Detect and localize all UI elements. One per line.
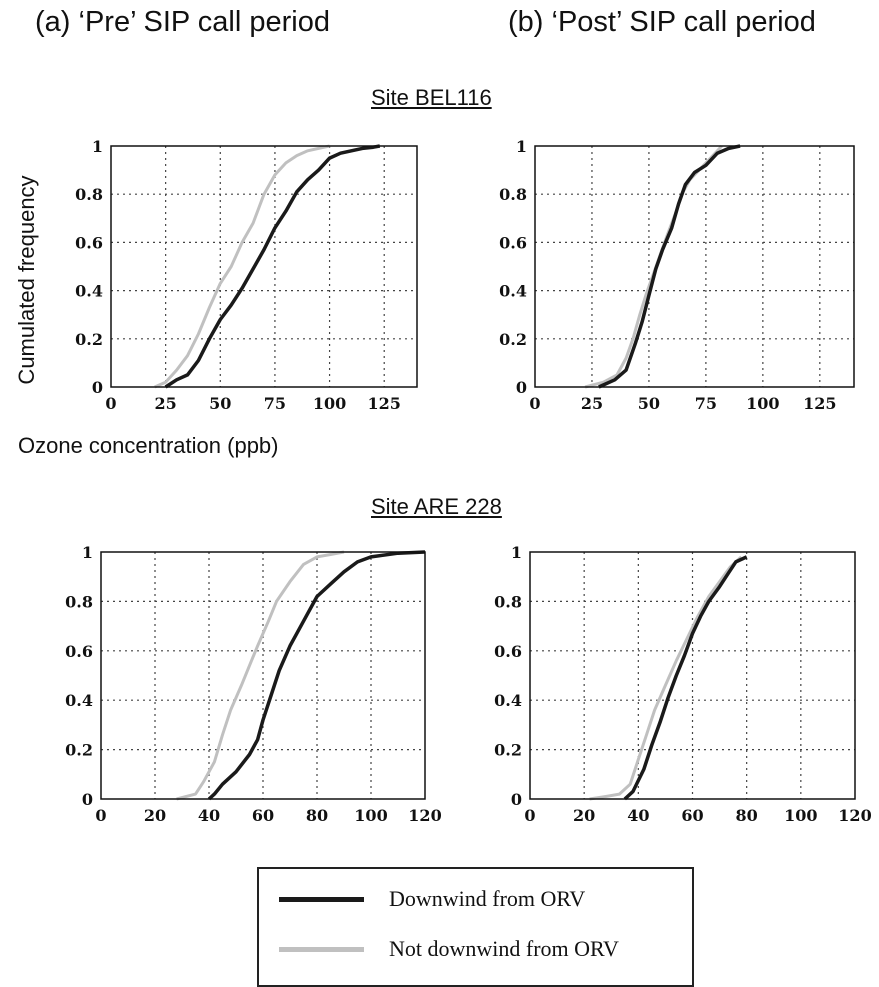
column-title-post: (b) ‘Post’ SIP call period: [508, 6, 816, 38]
site-title-bel116: Site BEL116: [371, 85, 492, 110]
series-line-not-downwind: [589, 555, 743, 801]
series-line-downwind: [207, 550, 426, 801]
legend-swatch-not-downwind: [279, 946, 364, 952]
y-tick-label: 0.6: [65, 642, 93, 661]
x-tick-label: 25: [581, 394, 603, 413]
column-title-pre: (a) ‘Pre’ SIP call period: [35, 6, 330, 38]
x-tick-label: 75: [695, 394, 717, 413]
y-tick-label: 1: [516, 137, 527, 156]
x-tick-label: 120: [408, 806, 441, 825]
y-tick-label: 1: [92, 137, 103, 156]
legend-item-not-downwind: Not downwind from ORV: [279, 934, 619, 964]
x-tick-label: 60: [252, 806, 274, 825]
x-tick-label: 125: [368, 394, 401, 413]
y-tick-label: 0.4: [75, 282, 103, 301]
chart-are228-pre: 0 20 40 60 80 100 120 0 0.2 0.4 0.6 0.8 1: [65, 543, 442, 825]
y-tick-label: 0.8: [75, 185, 103, 204]
x-tick-label: 75: [264, 394, 286, 413]
legend-swatch-downwind: [279, 896, 364, 902]
x-tick-label: 120: [838, 806, 871, 825]
x-tick-label: 100: [784, 806, 817, 825]
x-tick-label: 100: [354, 806, 387, 825]
y-tick-label: 0.2: [494, 741, 522, 760]
series-line-downwind: [164, 144, 381, 389]
x-tick-label: 20: [573, 806, 595, 825]
x-tick-label: 80: [736, 806, 758, 825]
chart-are228-post: 0 20 40 60 80 100 120 0 0.2 0.4 0.6 0.8 1: [494, 543, 872, 825]
legend-label-downwind: Downwind from ORV: [389, 886, 586, 911]
chart-bel116-post: 0 25 50 75 100 125 0 0.2 0.4 0.6 0.8 1: [499, 137, 855, 413]
y-tick-label: 0.6: [75, 233, 103, 252]
x-tick-label: 40: [198, 806, 220, 825]
y-tick-label: 1: [82, 543, 93, 562]
x-tick-label: 50: [209, 394, 231, 413]
y-tick-label: 0.2: [75, 330, 103, 349]
y-tick-label: 0.4: [494, 691, 522, 710]
y-tick-label: 0.4: [65, 691, 93, 710]
x-tick-label: 25: [155, 394, 177, 413]
x-axis-label: Ozone concentration (ppb): [18, 433, 279, 458]
site-title-are228: Site ARE 228: [371, 494, 502, 519]
series-line-not-downwind: [154, 144, 330, 389]
y-tick-label: 0: [92, 378, 103, 397]
legend: Downwind from ORV Not downwind from ORV: [257, 867, 694, 987]
plot-frame: [529, 551, 856, 800]
x-tick-label: 100: [746, 394, 779, 413]
x-tick-label: 0: [105, 394, 116, 413]
x-tick-label: 125: [803, 394, 836, 413]
x-tick-label: 80: [306, 806, 328, 825]
x-tick-label: 50: [638, 394, 660, 413]
x-tick-label: 60: [681, 806, 703, 825]
series-line-downwind: [623, 555, 748, 801]
y-tick-label: 0.2: [65, 741, 93, 760]
series-line-downwind: [598, 144, 741, 389]
y-tick-label: 0.2: [499, 330, 527, 349]
y-tick-label: 0: [82, 790, 93, 809]
y-tick-label: 0.4: [499, 282, 527, 301]
y-tick-label: 0.6: [499, 233, 527, 252]
x-tick-label: 20: [144, 806, 166, 825]
y-tick-label: 0.6: [494, 642, 522, 661]
chart-bel116-pre: 0 25 50 75 100 125 0 0.2 0.4 0.6 0.8 1: [75, 137, 418, 413]
y-tick-label: 0.8: [499, 185, 527, 204]
x-tick-label: 0: [95, 806, 106, 825]
legend-item-downwind: Downwind from ORV: [279, 884, 585, 914]
y-tick-label: 0.8: [65, 592, 93, 611]
x-tick-label: 100: [313, 394, 346, 413]
plot-frame: [100, 551, 426, 800]
legend-label-not-downwind: Not downwind from ORV: [389, 936, 619, 961]
y-tick-label: 0: [511, 790, 522, 809]
series-line-not-downwind: [176, 550, 345, 801]
y-tick-label: 1: [511, 543, 522, 562]
series-line-not-downwind: [584, 144, 723, 389]
x-tick-label: 40: [627, 806, 649, 825]
plot-frame: [110, 145, 418, 388]
x-tick-label: 0: [524, 806, 535, 825]
y-tick-label: 0.8: [494, 592, 522, 611]
x-tick-label: 0: [529, 394, 540, 413]
plot-frame: [534, 145, 855, 388]
y-tick-label: 0: [516, 378, 527, 397]
